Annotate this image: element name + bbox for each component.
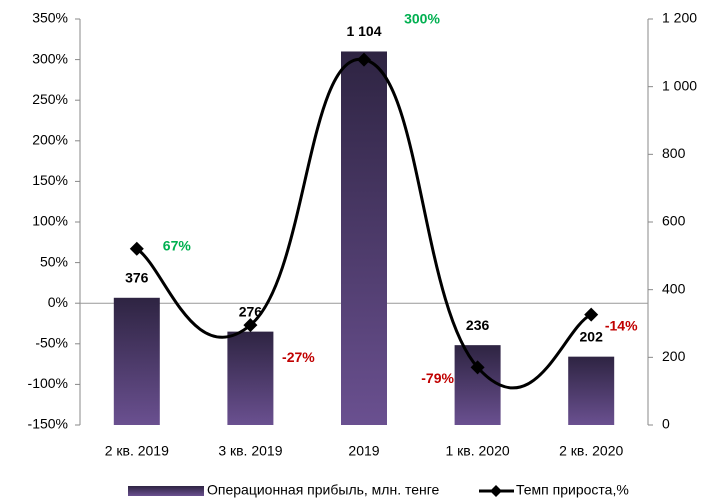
line-value-label: -79% xyxy=(421,370,454,386)
bar xyxy=(568,356,615,425)
bar xyxy=(113,297,160,425)
marker xyxy=(584,307,599,322)
y2-tick-label: 800 xyxy=(662,145,686,161)
y-tick-label: 250% xyxy=(32,91,68,107)
line-value-label: 300% xyxy=(404,10,440,26)
legend-marker xyxy=(490,485,502,497)
y-tick-label: 350% xyxy=(32,10,68,26)
line-value-label: -14% xyxy=(605,317,638,333)
y2-tick-label: 0 xyxy=(662,416,670,432)
x-tick-label: 2019 xyxy=(348,443,379,459)
y-tick-label: 100% xyxy=(32,213,68,229)
bar-value-label: 276 xyxy=(239,303,263,319)
x-tick-label: 1 кв. 2020 xyxy=(446,443,510,459)
legend-swatch xyxy=(128,486,204,496)
bar xyxy=(341,51,387,425)
y-tick-label: -50% xyxy=(35,335,68,351)
y-tick-label: 200% xyxy=(32,132,68,148)
y-tick-label: 0% xyxy=(48,294,68,310)
x-tick-label: 2 кв. 2019 xyxy=(105,443,169,459)
y-tick-label: 300% xyxy=(32,50,68,66)
y2-tick-label: 600 xyxy=(662,213,686,229)
y-tick-label: -100% xyxy=(28,375,68,391)
marker xyxy=(357,52,371,67)
y2-tick-label: 200 xyxy=(662,348,686,364)
bar-value-label: 202 xyxy=(580,328,604,344)
y2-tick-label: 1 200 xyxy=(662,10,697,26)
x-tick-label: 2 кв. 2020 xyxy=(559,443,623,459)
bar-value-label: 1 104 xyxy=(346,23,381,39)
bar xyxy=(454,345,501,425)
x-tick-label: 3 кв. 2019 xyxy=(218,443,282,459)
marker xyxy=(243,318,258,333)
line-value-label: 67% xyxy=(163,237,192,253)
legend-label: Операционная прибыль, млн. тенге xyxy=(207,482,440,498)
bar-value-label: 376 xyxy=(125,269,149,285)
marker xyxy=(129,241,144,256)
line-value-label: -27% xyxy=(282,349,315,365)
bar-value-label: 236 xyxy=(466,317,490,333)
y2-tick-label: 1 000 xyxy=(662,77,697,93)
y-tick-label: 150% xyxy=(32,172,68,188)
y-tick-label: -150% xyxy=(28,416,68,432)
legend-label: Темп прироста,% xyxy=(516,482,629,498)
y2-tick-label: 400 xyxy=(662,280,686,296)
y-tick-label: 50% xyxy=(40,253,68,269)
marker xyxy=(470,360,485,375)
bar xyxy=(227,331,274,425)
